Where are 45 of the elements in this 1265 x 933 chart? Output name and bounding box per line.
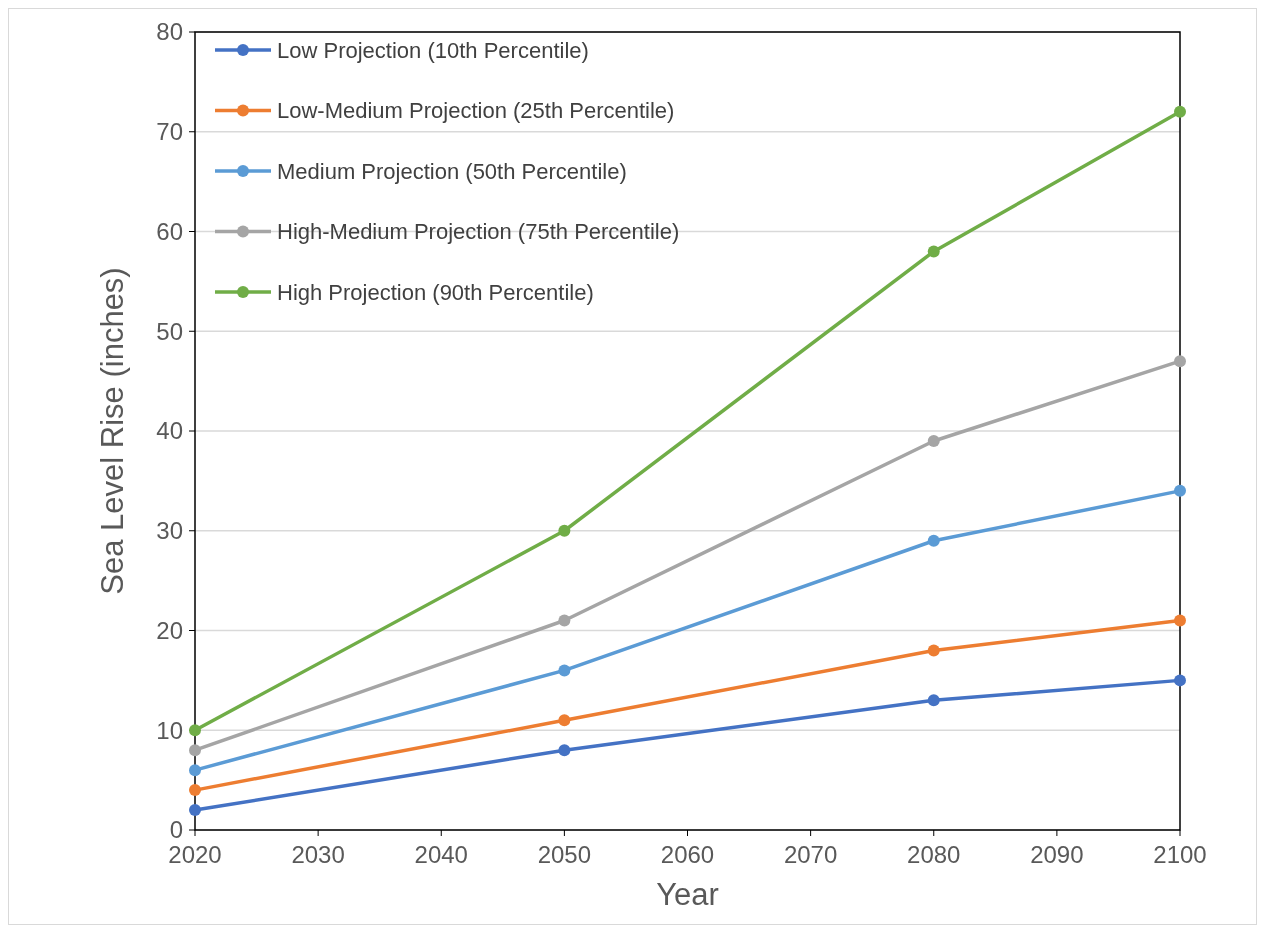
y-tick-label: 40 <box>156 417 183 445</box>
x-tick-label: 2060 <box>660 841 715 868</box>
point <box>189 744 201 757</box>
point <box>927 434 940 447</box>
y-axis-title: Sea Level Rise (inches) <box>95 267 130 595</box>
y-tick-label: 50 <box>156 317 183 345</box>
point <box>927 534 940 547</box>
point <box>1174 484 1186 497</box>
y-tick-label: 30 <box>156 517 183 545</box>
x-tick-label: 2050 <box>537 841 592 868</box>
point <box>927 694 940 707</box>
point <box>1174 614 1186 627</box>
x-tick-label: 2030 <box>291 841 345 868</box>
y-tick-label: 20 <box>156 616 183 644</box>
point <box>1174 674 1186 687</box>
point <box>558 614 571 627</box>
point <box>189 804 201 817</box>
legend-label: High Projection (90th Percentile) <box>277 279 594 305</box>
legend-label: High-Medium Projection (75th Percentile) <box>277 219 680 245</box>
y-tick-label: 60 <box>156 217 183 245</box>
point <box>189 724 201 737</box>
point <box>558 664 571 677</box>
point <box>558 714 571 727</box>
legend-label: Medium Projection (50th Percentile) <box>277 158 627 184</box>
legend-label: Low Projection (10th Percentile) <box>277 37 589 63</box>
point <box>558 524 571 537</box>
point <box>927 644 940 657</box>
y-tick-label: 0 <box>169 816 183 844</box>
point <box>927 245 940 258</box>
x-tick-label: 2070 <box>783 841 838 868</box>
legend-label: Low-Medium Projection (25th Percentile) <box>277 98 675 124</box>
point <box>558 744 571 757</box>
x-tick-label: 2090 <box>1030 841 1084 868</box>
x-tick-label: 2040 <box>414 841 468 868</box>
y-tick-label: 10 <box>156 716 183 744</box>
point <box>1174 105 1186 118</box>
y-tick-label: 70 <box>156 118 183 146</box>
point <box>1174 355 1186 368</box>
y-tick-label: 80 <box>156 18 183 46</box>
point <box>189 784 201 797</box>
x-tick-label: 2020 <box>168 841 222 868</box>
x-axis-title: Year <box>656 877 719 912</box>
point <box>189 764 201 777</box>
x-tick-label: 2100 <box>1153 841 1207 868</box>
x-tick-label: 2080 <box>907 841 961 868</box>
